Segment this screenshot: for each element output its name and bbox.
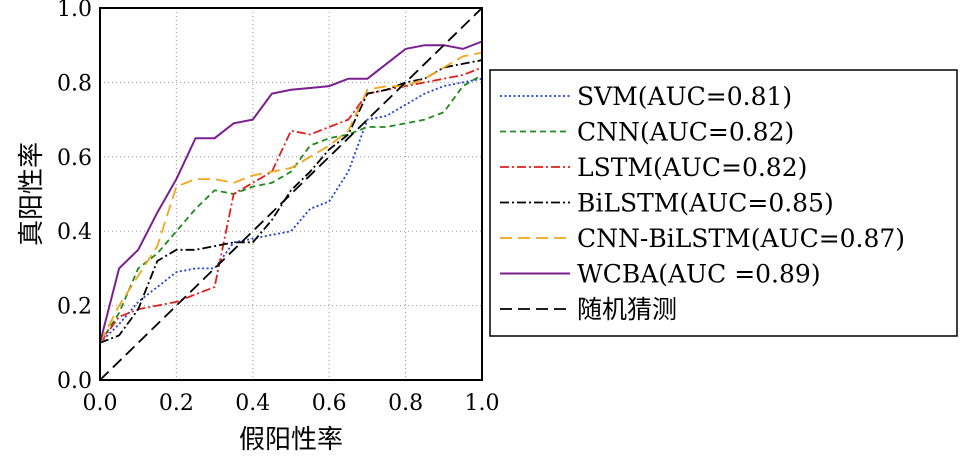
legend-label: CNN(AUC=0.82) [577, 118, 794, 147]
x-axis-title: 假阳性率 [239, 425, 343, 455]
legend-label: WCBA(AUC =0.89) [577, 260, 821, 289]
y-tick-label: 0.0 [57, 369, 92, 394]
y-axis-title: 真阳性率 [17, 142, 47, 246]
y-tick-label: 0.2 [57, 295, 92, 320]
series-line-cnn [99, 74, 483, 344]
y-tick-label: 0.6 [57, 146, 92, 171]
legend: SVM(AUC=0.81) CNN(AUC=0.82) LSTM(AUC=0.82)… [489, 69, 958, 337]
series-line-- [99, 7, 483, 381]
legend-label: LSTM(AUC=0.82) [577, 153, 807, 182]
x-tick-label: 0.0 [83, 391, 118, 416]
x-tick-label: 0.4 [235, 391, 270, 416]
y-tick-label: 1.0 [57, 0, 92, 22]
legend-label: 随机猜测 [577, 295, 677, 324]
x-tick-label: 0.6 [312, 391, 347, 416]
series-line-bilstm [99, 59, 483, 344]
series-lines [99, 7, 483, 381]
x-tick-label: 0.8 [388, 391, 423, 416]
legend-box [489, 69, 958, 337]
axis-ticks: 0.0 0.2 0.4 0.6 0.8 1.0 0.0 0.2 0.4 0.6 0.8 1.0 [57, 0, 500, 416]
x-tick-label: 0.2 [159, 391, 194, 416]
y-tick-label: 0.4 [57, 220, 92, 245]
x-tick-label: 1.0 [465, 391, 500, 416]
series-line-cnn-bilstm [99, 51, 483, 344]
legend-label: CNN-BiLSTM(AUC=0.87) [577, 224, 905, 253]
series-line-lstm [99, 66, 483, 344]
plot-frame [99, 7, 483, 381]
legend-label: SVM(AUC=0.81) [577, 82, 792, 111]
y-tick-label: 0.8 [57, 71, 92, 96]
legend-label: BiLSTM(AUC=0.85) [577, 189, 834, 218]
series-line-wcba [99, 40, 483, 344]
